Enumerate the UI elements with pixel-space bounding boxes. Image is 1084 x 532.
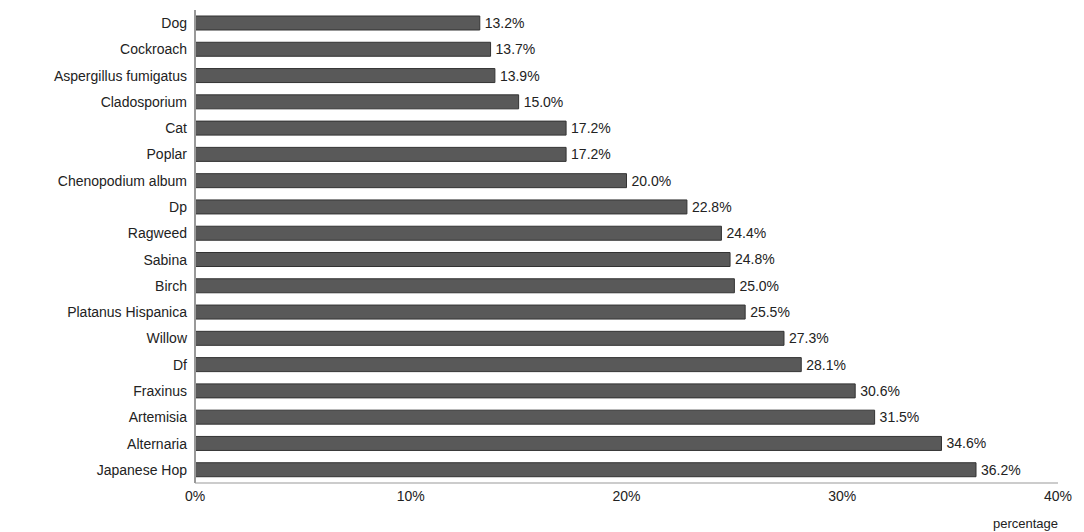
svg-text:22.8%: 22.8% [692, 199, 732, 215]
svg-text:Platanus Hispanica: Platanus Hispanica [67, 304, 187, 320]
svg-text:0%: 0% [185, 488, 205, 504]
svg-text:34.6%: 34.6% [946, 435, 986, 451]
svg-text:20.0%: 20.0% [632, 173, 672, 189]
svg-text:30.6%: 30.6% [860, 383, 900, 399]
svg-text:25.5%: 25.5% [750, 304, 790, 320]
svg-text:Dog: Dog [161, 15, 187, 31]
svg-text:Aspergillus fumigatus: Aspergillus fumigatus [54, 68, 187, 84]
svg-text:Chenopodium album: Chenopodium album [58, 173, 187, 189]
svg-text:Df: Df [173, 357, 187, 373]
svg-text:25.0%: 25.0% [739, 278, 779, 294]
svg-text:Cat: Cat [165, 120, 187, 136]
svg-text:30%: 30% [828, 488, 856, 504]
svg-text:40%: 40% [1044, 488, 1072, 504]
svg-text:Fraxinus: Fraxinus [133, 383, 187, 399]
svg-text:17.2%: 17.2% [571, 146, 611, 162]
svg-text:Cladosporium: Cladosporium [101, 94, 187, 110]
svg-text:20%: 20% [612, 488, 640, 504]
svg-text:percentage: percentage [993, 516, 1058, 531]
svg-text:27.3%: 27.3% [789, 330, 829, 346]
svg-text:15.0%: 15.0% [524, 94, 564, 110]
svg-text:Japanese Hop: Japanese Hop [97, 462, 188, 478]
svg-text:17.2%: 17.2% [571, 120, 611, 136]
svg-text:Willow: Willow [147, 330, 188, 346]
svg-text:Sabina: Sabina [143, 252, 187, 268]
svg-text:28.1%: 28.1% [806, 357, 846, 373]
svg-text:36.2%: 36.2% [981, 462, 1021, 478]
svg-text:13.9%: 13.9% [500, 68, 540, 84]
svg-text:Dp: Dp [169, 199, 187, 215]
svg-text:13.2%: 13.2% [485, 15, 525, 31]
svg-text:Birch: Birch [155, 278, 187, 294]
svg-text:Alternaria: Alternaria [127, 436, 187, 452]
svg-text:Cockroach: Cockroach [120, 41, 187, 57]
svg-text:13.7%: 13.7% [496, 41, 536, 57]
svg-text:24.4%: 24.4% [726, 225, 766, 241]
svg-text:Artemisia: Artemisia [129, 409, 188, 425]
svg-text:Ragweed: Ragweed [128, 225, 187, 241]
svg-text:31.5%: 31.5% [880, 409, 920, 425]
svg-text:24.8%: 24.8% [735, 251, 775, 267]
svg-text:Poplar: Poplar [147, 146, 188, 162]
svg-text:10%: 10% [397, 488, 425, 504]
